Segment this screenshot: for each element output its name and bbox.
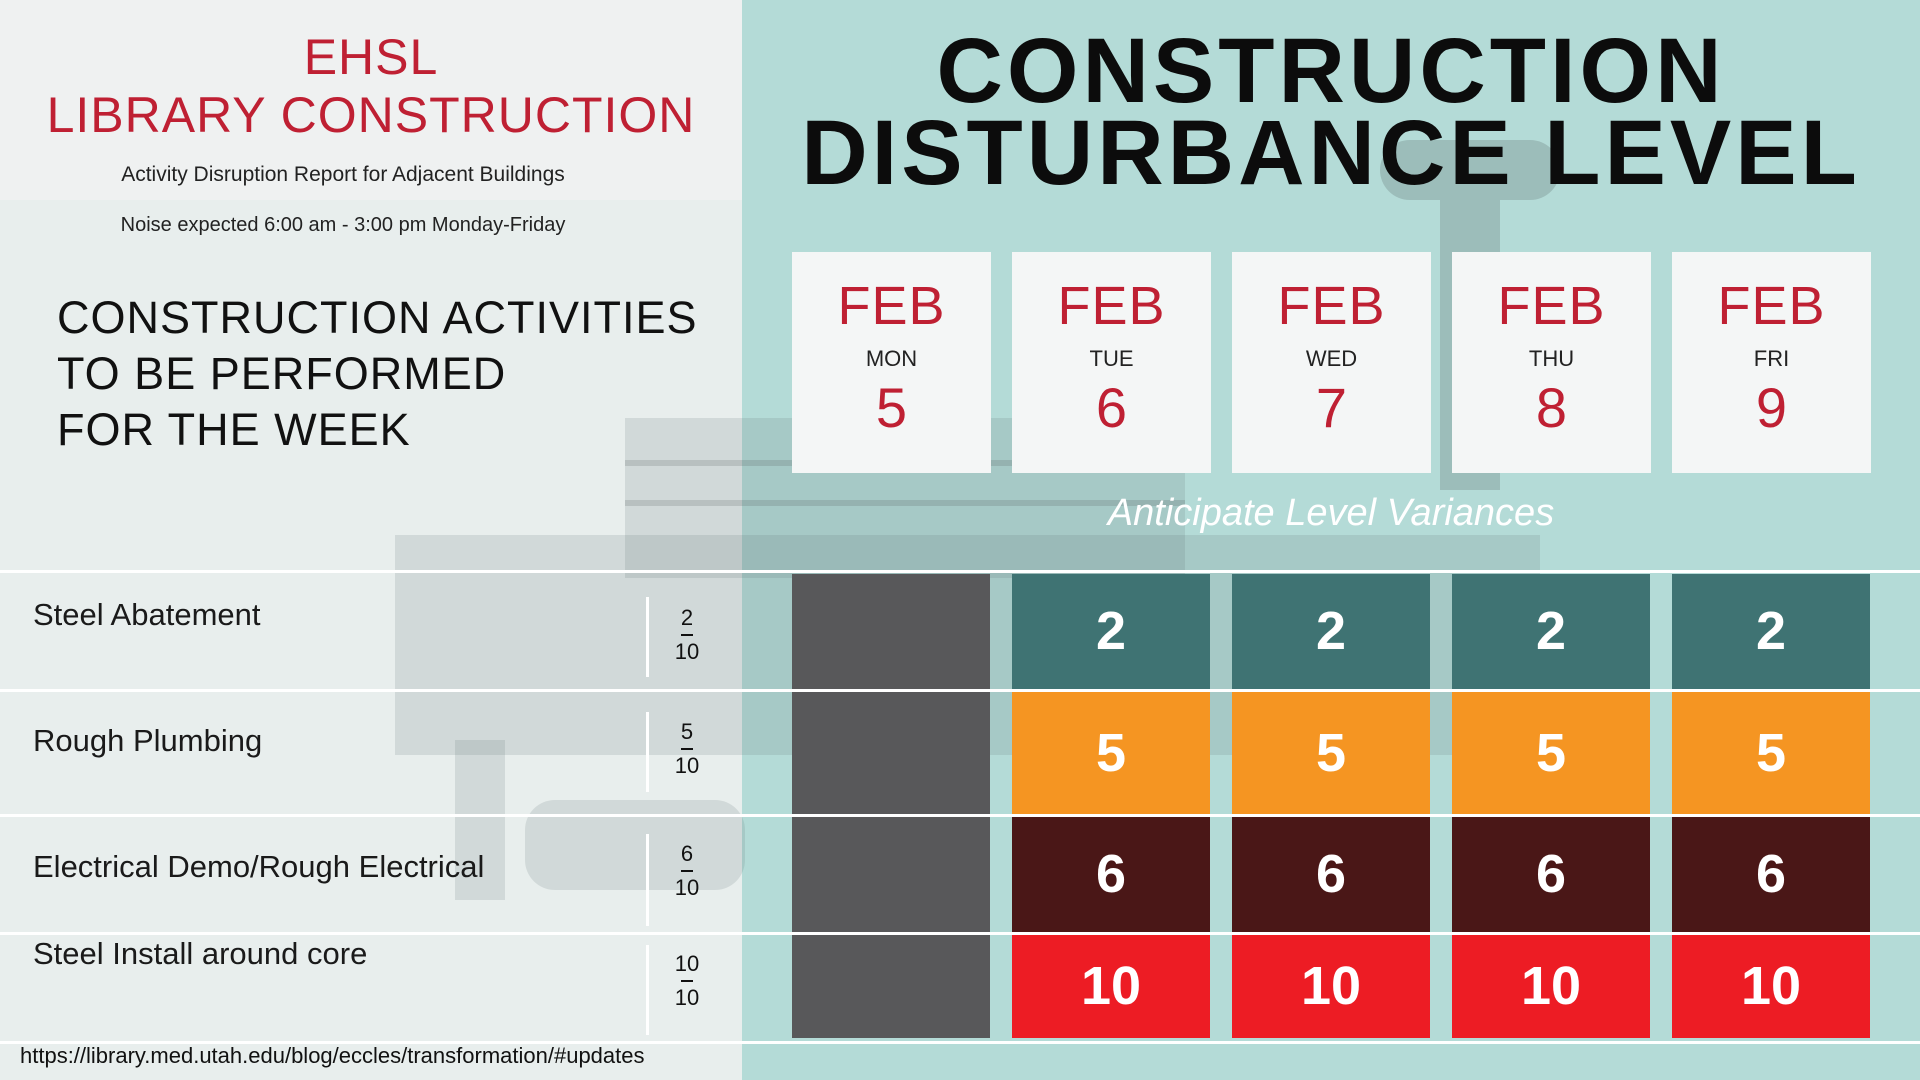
date-month: FEB xyxy=(837,276,946,336)
level-cell: 2 xyxy=(1672,574,1870,689)
date-month: FEB xyxy=(1717,276,1826,336)
fraction-bar xyxy=(681,748,693,750)
date-weekday: MON xyxy=(865,346,918,371)
date-weekday: THU xyxy=(1528,346,1575,371)
date-day: 7 xyxy=(1315,376,1348,439)
date-day: 8 xyxy=(1535,376,1568,439)
activity-name-electrical: Electrical Demo/Rough Electrical xyxy=(33,849,485,884)
fraction-denominator: 10 xyxy=(674,985,700,1010)
left-header-band xyxy=(0,0,742,200)
level-cell: 2 xyxy=(1232,574,1430,689)
monday-cell xyxy=(792,935,990,1038)
row-divider xyxy=(0,814,1920,817)
date-card-fri: FEB FRI 9 xyxy=(1672,252,1871,473)
date-weekday: TUE xyxy=(1089,346,1134,371)
activities-heading-line1: CONSTRUCTION ACTIVITIES xyxy=(57,292,698,343)
level-cell: 5 xyxy=(1452,692,1650,814)
activities-heading-line3: FOR THE WEEK xyxy=(57,404,411,455)
activity-name-steel-install: Steel Install around core xyxy=(33,936,368,971)
level-cell: 6 xyxy=(1672,817,1870,932)
row-divider xyxy=(0,570,1920,573)
report-subtitle: Activity Disruption Report for Adjacent … xyxy=(121,163,565,186)
date-card-wed: FEB WED 7 xyxy=(1232,252,1431,473)
variance-note: Anticipate Level Variances xyxy=(1107,492,1555,534)
disturbance-fraction: 6 10 xyxy=(664,840,710,902)
activity-name-steel-abatement: Steel Abatement xyxy=(33,597,261,632)
fraction-divider xyxy=(646,597,649,677)
date-month: FEB xyxy=(1277,276,1386,336)
fraction-numerator: 5 xyxy=(680,719,694,744)
building-photo-ghost xyxy=(625,500,1185,506)
date-day: 9 xyxy=(1755,376,1788,439)
level-cell: 10 xyxy=(1232,935,1430,1038)
monday-cell xyxy=(792,574,990,689)
fraction-divider xyxy=(646,945,649,1035)
fraction-denominator: 10 xyxy=(674,753,700,778)
level-cell: 2 xyxy=(1012,574,1210,689)
activity-name-rough-plumbing: Rough Plumbing xyxy=(33,723,263,758)
level-cell: 5 xyxy=(1672,692,1870,814)
date-day: 5 xyxy=(875,376,908,439)
disturbance-level-title: CONSTRUCTION DISTURBANCE LEVEL xyxy=(742,20,1920,204)
level-cell: 10 xyxy=(1452,935,1650,1038)
date-weekday: WED xyxy=(1305,346,1358,371)
fraction-denominator: 10 xyxy=(674,875,700,900)
level-cell: 6 xyxy=(1012,817,1210,932)
row-divider xyxy=(0,932,1920,935)
fraction-divider xyxy=(646,712,649,792)
fraction-divider xyxy=(646,834,649,926)
date-card-thu: FEB THU 8 xyxy=(1452,252,1651,473)
disturbance-fraction: 5 10 xyxy=(664,718,710,780)
sculpture-photo-ghost xyxy=(1380,140,1560,200)
fraction-bar xyxy=(681,634,693,636)
fraction-numerator: 10 xyxy=(674,951,700,976)
level-cell: 2 xyxy=(1452,574,1650,689)
level-cell: 5 xyxy=(1012,692,1210,814)
fraction-denominator: 10 xyxy=(674,639,700,664)
main-title-line1: CONSTRUCTION xyxy=(936,20,1726,122)
activities-heading: CONSTRUCTION ACTIVITIES TO BE PERFORMED … xyxy=(57,290,707,458)
row-divider xyxy=(0,689,1920,692)
disturbance-fraction: 10 10 xyxy=(664,950,710,1012)
updates-link[interactable]: https://library.med.utah.edu/blog/eccles… xyxy=(20,1043,645,1068)
monday-cell xyxy=(792,817,990,932)
fraction-numerator: 6 xyxy=(680,841,694,866)
fraction-bar xyxy=(681,870,693,872)
ehsl-title-line1: EHSL xyxy=(303,29,439,85)
row-divider xyxy=(0,1041,1920,1044)
date-month: FEB xyxy=(1497,276,1606,336)
date-card-mon: FEB MON 5 xyxy=(792,252,991,473)
fraction-bar xyxy=(681,980,693,982)
level-cell: 10 xyxy=(1672,935,1870,1038)
noise-schedule-note: Noise expected 6:00 am - 3:00 pm Monday-… xyxy=(120,214,566,236)
level-cell: 10 xyxy=(1012,935,1210,1038)
sculpture-photo-ghost xyxy=(455,740,505,900)
fraction-numerator: 2 xyxy=(680,605,694,630)
main-title-line2: DISTURBANCE LEVEL xyxy=(801,102,1861,204)
disturbance-fraction: 2 10 xyxy=(664,604,710,666)
date-weekday: FRI xyxy=(1753,346,1790,371)
level-cell: 6 xyxy=(1232,817,1430,932)
ehsl-title-line2: LIBRARY CONSTRUCTION xyxy=(46,87,696,143)
level-cell: 6 xyxy=(1452,817,1650,932)
date-month: FEB xyxy=(1057,276,1166,336)
ehsl-title: EHSL LIBRARY CONSTRUCTION xyxy=(0,28,742,144)
level-cell: 5 xyxy=(1232,692,1430,814)
activities-heading-line2: TO BE PERFORMED xyxy=(57,348,507,399)
date-card-tue: FEB TUE 6 xyxy=(1012,252,1211,473)
monday-cell xyxy=(792,692,990,814)
date-day: 6 xyxy=(1095,376,1128,439)
